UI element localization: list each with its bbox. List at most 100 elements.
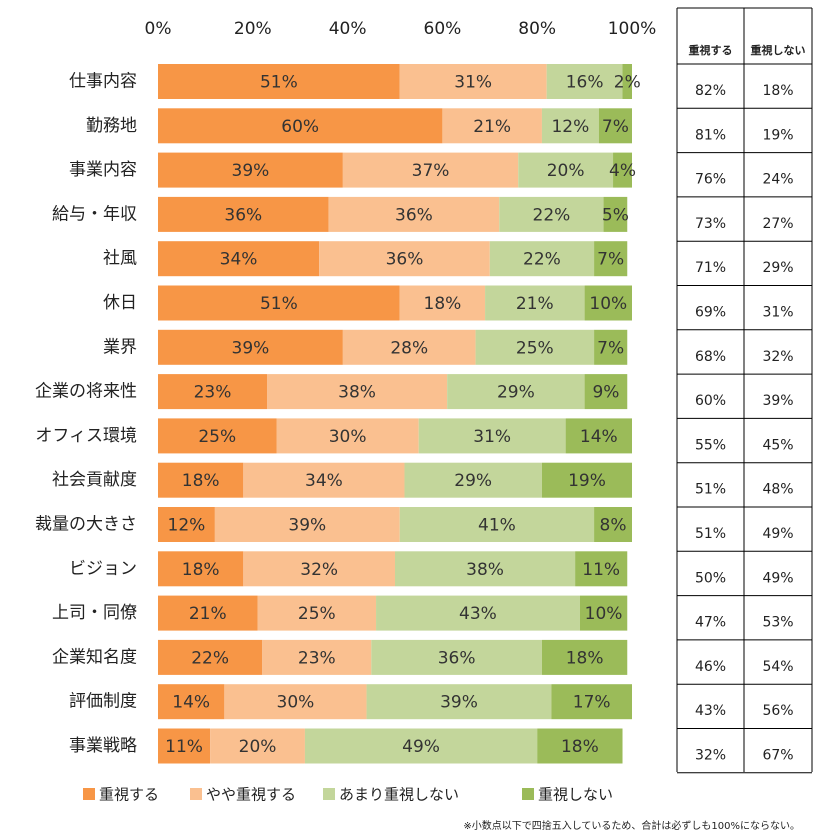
data-label: 10% xyxy=(585,604,623,624)
bar-segment xyxy=(342,329,476,365)
legend-label: やや重視する xyxy=(206,786,296,804)
bar-segment xyxy=(485,285,585,321)
data-label: 38% xyxy=(466,560,504,580)
table-cell: 29% xyxy=(762,260,793,276)
table-cell: 50% xyxy=(695,570,726,586)
data-label: 23% xyxy=(194,383,232,403)
data-label: 36% xyxy=(438,648,476,668)
data-label: 8% xyxy=(600,516,627,536)
category-label: 企業知名度 xyxy=(52,647,137,667)
data-label: 21% xyxy=(189,604,227,624)
data-label: 20% xyxy=(547,161,585,181)
x-tick-label: 100% xyxy=(608,19,657,39)
category-label: 業界 xyxy=(103,337,137,357)
data-label: 28% xyxy=(390,338,428,358)
bar-segment xyxy=(551,684,632,720)
table-cell: 69% xyxy=(695,305,726,321)
data-label: 36% xyxy=(386,250,424,270)
table-cell: 54% xyxy=(762,659,793,675)
bar-segment xyxy=(243,551,395,587)
bar-segment xyxy=(158,241,320,277)
x-tick-label: 40% xyxy=(329,19,367,39)
bar-segment xyxy=(158,684,225,720)
data-label: 51% xyxy=(260,294,298,314)
data-label: 31% xyxy=(454,73,492,93)
data-label: 29% xyxy=(454,471,492,491)
data-label: 21% xyxy=(516,294,554,314)
legend-label: あまり重視しない xyxy=(339,786,459,804)
data-label: 23% xyxy=(298,648,336,668)
bar-segment xyxy=(158,329,343,365)
table-cell: 82% xyxy=(695,83,726,99)
data-label: 16% xyxy=(566,73,604,93)
data-label: 39% xyxy=(232,338,270,358)
table-cell: 55% xyxy=(695,437,726,453)
data-label: 49% xyxy=(402,737,440,757)
data-label: 11% xyxy=(582,560,620,580)
data-label: 43% xyxy=(459,604,497,624)
data-label: 11% xyxy=(165,737,203,757)
data-label: 29% xyxy=(497,383,535,403)
data-label: 14% xyxy=(172,693,210,713)
bar-segment xyxy=(584,374,628,410)
bar-segment xyxy=(158,64,400,99)
data-label: 22% xyxy=(533,205,571,225)
table-cell: 60% xyxy=(695,393,726,409)
data-label: 22% xyxy=(523,250,561,270)
bar-segment xyxy=(158,462,244,498)
category-label: 評価制度 xyxy=(69,692,137,712)
bar-segment xyxy=(622,64,632,99)
table-cell: 67% xyxy=(762,748,793,764)
data-label: 25% xyxy=(198,427,236,447)
data-label: 38% xyxy=(338,383,376,403)
data-label: 9% xyxy=(592,383,619,403)
bar-segment xyxy=(399,507,595,542)
bar-segment xyxy=(328,196,500,232)
x-tick-label: 0% xyxy=(145,19,172,39)
data-label: 22% xyxy=(191,648,229,668)
table-cell: 43% xyxy=(695,703,726,719)
bar-segment xyxy=(262,639,372,675)
data-label: 51% xyxy=(260,73,298,93)
bar-segment xyxy=(257,595,377,631)
data-label: 18% xyxy=(566,648,604,668)
table-cell: 19% xyxy=(762,127,793,143)
table-cell: 39% xyxy=(762,393,793,409)
data-label: 30% xyxy=(277,693,315,713)
bar-segment xyxy=(594,241,628,277)
data-label: 7% xyxy=(602,117,629,137)
table-cell: 51% xyxy=(695,526,726,542)
data-label: 4% xyxy=(609,161,636,181)
bar-segment xyxy=(442,108,542,144)
category-label: 社会貢献度 xyxy=(52,470,137,490)
bar-segment xyxy=(399,285,486,321)
bar-segment xyxy=(158,639,263,675)
category-label: 裁量の大きさ xyxy=(35,515,137,535)
table-cell: 49% xyxy=(762,526,793,542)
footnote: ※小数点以下で四捨五入しているため、合計は必ずしも100%にならない。 xyxy=(463,819,800,832)
table-cell: 32% xyxy=(762,349,793,365)
table-cell: 48% xyxy=(762,482,793,498)
table-cell: 24% xyxy=(762,172,793,188)
bar-segment xyxy=(418,418,566,454)
category-label: 勤務地 xyxy=(86,116,137,136)
data-label: 30% xyxy=(329,427,367,447)
data-label: 14% xyxy=(580,427,618,447)
bar-segment xyxy=(224,684,367,720)
bar-segment xyxy=(489,241,595,277)
table-cell: 46% xyxy=(695,659,726,675)
legend-label: 重視しない xyxy=(538,786,613,804)
bar-segment xyxy=(603,196,628,232)
category-label: 事業戦略 xyxy=(69,736,137,756)
bar-segment xyxy=(371,639,542,675)
data-label: 18% xyxy=(561,737,599,757)
bar-segment xyxy=(594,329,628,365)
data-label: 17% xyxy=(573,693,611,713)
bar-segment xyxy=(579,595,628,631)
data-label: 18% xyxy=(424,294,462,314)
data-label: 21% xyxy=(473,117,511,137)
bar-segment xyxy=(158,418,277,454)
bar-segment xyxy=(499,196,604,232)
table-cell: 47% xyxy=(695,615,726,631)
data-label: 32% xyxy=(300,560,338,580)
